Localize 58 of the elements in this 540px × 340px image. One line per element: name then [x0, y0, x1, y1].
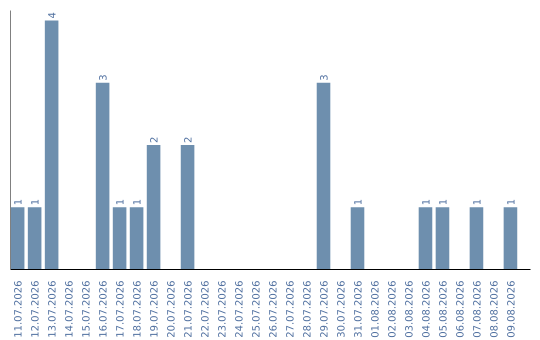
data-label: 2	[184, 136, 195, 143]
x-tick-label: 01.08.2026	[370, 280, 382, 338]
x-tick-label: 12.07.2026	[30, 280, 42, 338]
data-label: 1	[438, 198, 450, 206]
x-tick-label: 26.07.2026	[268, 280, 280, 338]
bar	[112, 207, 126, 270]
data-label: 3	[98, 74, 110, 81]
data-label: 1	[421, 198, 432, 206]
x-tick-label: 13.07.2026	[48, 280, 59, 338]
data-label: 1	[354, 198, 365, 206]
x-tick-label: 18.07.2026	[132, 280, 144, 338]
x-tick-label: 25.07.2026	[252, 280, 263, 338]
x-tick-label: 17.07.2026	[116, 280, 127, 338]
data-label: 1	[132, 198, 144, 206]
x-tick-label: 29.07.2026	[320, 280, 331, 338]
x-tick-label: 14.07.2026	[64, 280, 76, 338]
data-label: 1	[506, 198, 518, 206]
bar	[316, 82, 330, 270]
x-tick-label: 23.07.2026	[218, 280, 229, 338]
bar	[146, 144, 160, 270]
data-label: 1	[472, 198, 484, 206]
bar	[350, 207, 364, 270]
x-tick-label: 04.08.2026	[421, 280, 432, 338]
bar	[470, 207, 484, 270]
x-tick-label: 02.08.2026	[387, 280, 398, 338]
bar	[96, 82, 110, 270]
bar	[44, 20, 58, 270]
x-tick-label: 05.08.2026	[438, 280, 450, 338]
x-tick-label: 20.07.2026	[166, 280, 178, 338]
x-tick-label: 09.08.2026	[506, 280, 518, 338]
x-tick-label: 22.07.2026	[200, 280, 212, 338]
data-label: 1	[30, 198, 42, 206]
x-tick-label: 15.07.2026	[82, 280, 93, 338]
x-tick-label: 21.07.2026	[184, 280, 195, 338]
x-tick-label: 24.07.2026	[234, 280, 246, 338]
x-tick-label: 31.07.2026	[354, 280, 365, 338]
data-label: 1	[116, 198, 127, 206]
x-tick-label: 06.08.2026	[455, 280, 466, 338]
x-tick-label: 30.07.2026	[336, 280, 348, 338]
x-tick-label: 16.07.2026	[98, 280, 110, 338]
data-label: 2	[150, 136, 161, 143]
bar	[180, 144, 194, 270]
x-tick-label: 07.08.2026	[472, 280, 484, 338]
bar	[130, 207, 144, 270]
x-tick-label: 28.07.2026	[302, 280, 314, 338]
x-tick-label: 08.08.2026	[489, 280, 500, 338]
bar	[418, 207, 432, 270]
x-tick-label: 19.07.2026	[150, 280, 161, 338]
bar	[28, 207, 42, 270]
bar	[436, 207, 450, 270]
x-tick-label: 11.07.2026	[14, 280, 25, 338]
bar	[10, 207, 24, 270]
data-label: 1	[14, 198, 25, 206]
data-label: 4	[48, 12, 59, 18]
data-label: 3	[320, 74, 331, 81]
bar	[504, 207, 518, 270]
x-tick-label: 03.08.2026	[404, 280, 416, 338]
x-tick-label: 27.07.2026	[286, 280, 297, 338]
